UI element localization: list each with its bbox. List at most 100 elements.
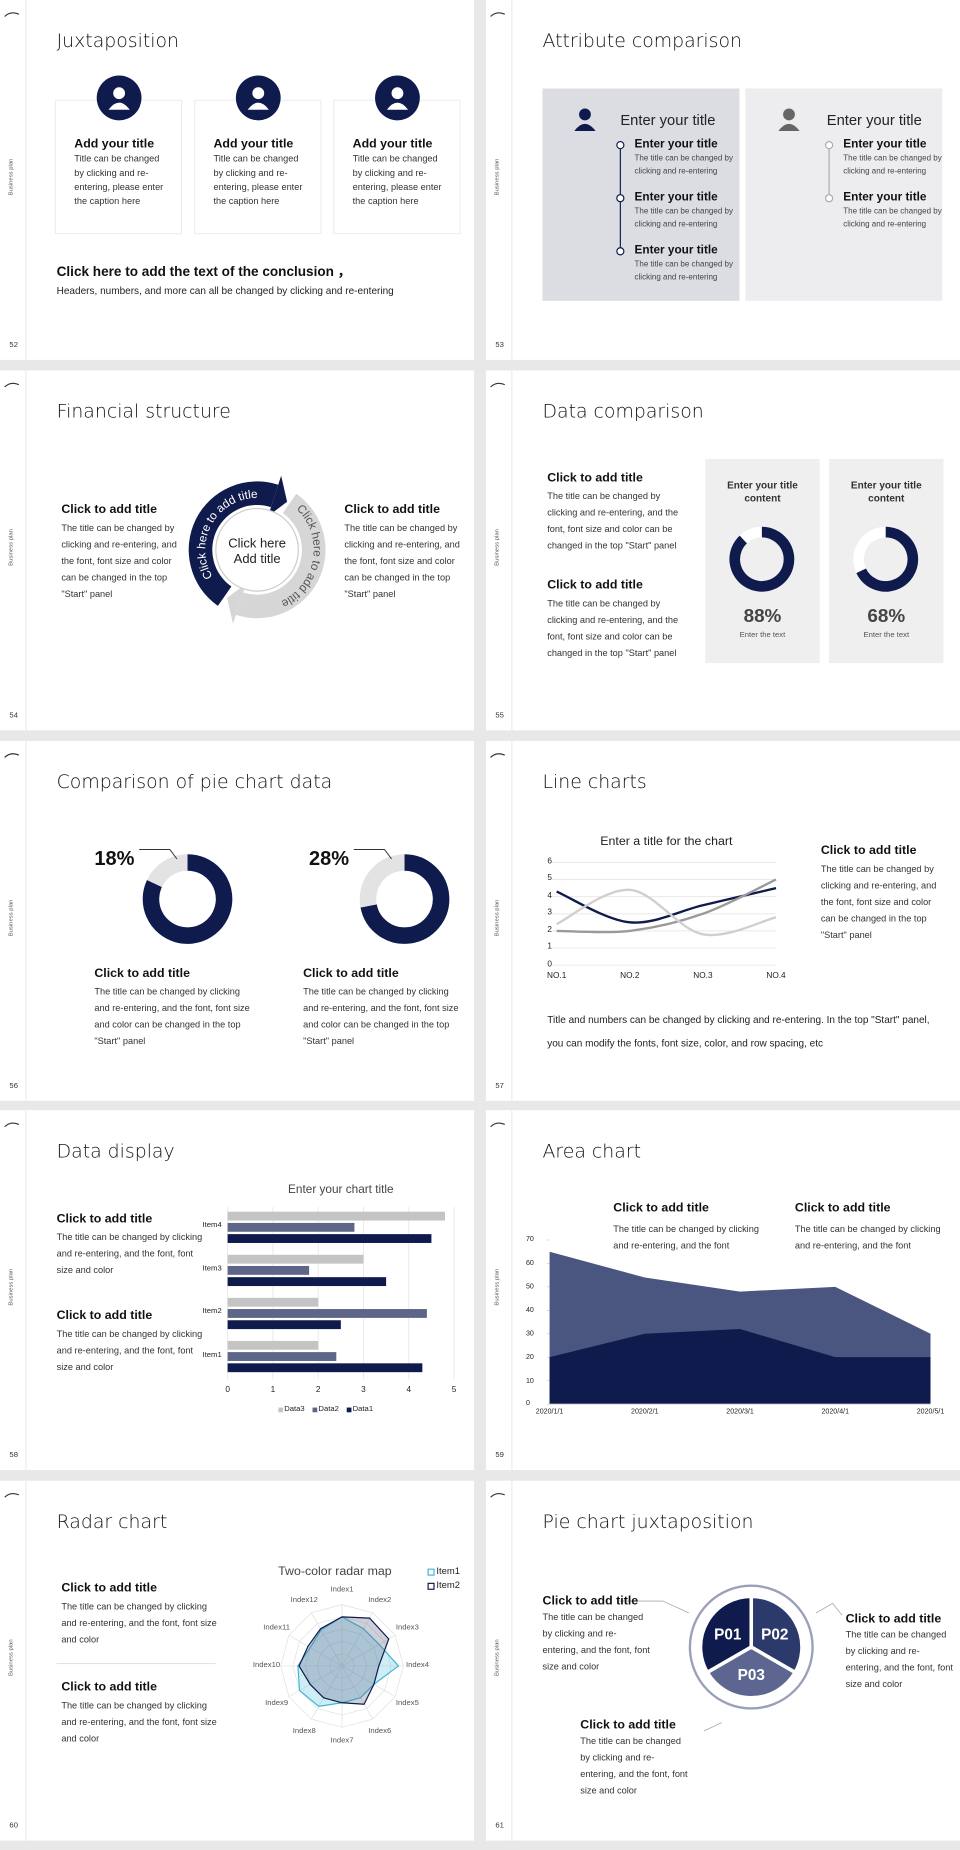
timeline-dot xyxy=(824,140,834,150)
block-text: The title can be changed by clicking and… xyxy=(547,490,679,551)
block-title: Click to add title xyxy=(794,1201,891,1216)
corner-mark xyxy=(4,752,20,758)
bar xyxy=(227,1234,432,1244)
side-label: Business plan xyxy=(493,528,501,566)
y-tick-label: Item3 xyxy=(202,1264,222,1273)
card xyxy=(194,99,322,235)
radar-spoke xyxy=(288,1635,343,1667)
slide: Business plan 52 Juxtaposition Add your tit… xyxy=(0,0,475,360)
block-text: The title can be changed by clicking and… xyxy=(303,985,459,1047)
slide-graphics xyxy=(4,1110,455,1471)
arc-light xyxy=(235,493,326,619)
page-number: 58 xyxy=(9,1451,18,1460)
x-tick-label: 5 xyxy=(451,1386,457,1396)
axis-label: Index3 xyxy=(395,1623,419,1632)
slide-graphics: P01 P02 P03 xyxy=(490,1480,843,1841)
icon-head xyxy=(391,87,404,100)
y-tick-label: 20 xyxy=(525,1354,534,1362)
slide-title: Radar chart xyxy=(56,1510,168,1533)
card xyxy=(829,458,944,663)
icon-head xyxy=(579,108,591,121)
y-tick-label: Item4 xyxy=(202,1221,222,1230)
connector xyxy=(815,1603,843,1616)
donut-rest xyxy=(739,526,763,544)
chart-title: Two-color radar map xyxy=(278,1564,392,1579)
y-tick-label: 5 xyxy=(547,874,552,883)
item-title: Enter your title xyxy=(634,191,718,205)
radar-spoke xyxy=(341,1635,396,1667)
x-tick-label: 2020/2/1 xyxy=(631,1409,659,1417)
panel-heading: Enter your title xyxy=(826,112,922,129)
x-tick-label: 2 xyxy=(315,1386,321,1396)
pie-label: 18% xyxy=(94,846,135,870)
x-tick-label: 0 xyxy=(225,1386,230,1396)
slide-graphics xyxy=(4,740,450,1101)
corner-mark xyxy=(4,12,20,17)
item-text: The title can be changed by clicking and… xyxy=(634,260,733,282)
block-title: Click to add title xyxy=(94,965,190,980)
card-title: Add your title xyxy=(74,136,155,152)
axis-label: Index6 xyxy=(368,1726,392,1736)
card-text: Title can be changed by clicking and re-… xyxy=(352,153,442,207)
slide-title: Area chart xyxy=(542,1140,641,1163)
legend-label: Data1 xyxy=(352,1405,374,1414)
block-title: Click to add title xyxy=(61,502,157,517)
arrow-light xyxy=(227,583,247,624)
corner-mark xyxy=(4,382,20,388)
slide-graphics xyxy=(490,0,943,360)
x-tick-label: 1 xyxy=(270,1386,276,1396)
slide: Business plan 57 Line charts Enter a title … xyxy=(485,740,960,1101)
block-title: Click to add title xyxy=(56,1212,153,1227)
timeline-dot xyxy=(616,140,625,150)
radar-spoke xyxy=(341,1665,373,1720)
axis-label: Index12 xyxy=(290,1596,318,1605)
block-text: The title can be changed by clicking and… xyxy=(94,985,250,1047)
block-text: The title can be changed by clicking and… xyxy=(61,1601,217,1645)
slide-graphics xyxy=(4,1480,435,1841)
card-caption: Enter the text xyxy=(739,630,786,640)
y-tick-label: 0 xyxy=(547,959,552,969)
pie-value xyxy=(359,853,406,907)
axis-label: Index1 xyxy=(330,1585,354,1595)
timeline-dot xyxy=(824,194,834,203)
axis-label: Index4 xyxy=(405,1661,430,1670)
block-title: Click to add title xyxy=(303,965,399,980)
block-text: The title can be changed by clicking and… xyxy=(344,522,460,600)
slide-title: Pie chart juxtaposition xyxy=(542,1510,754,1533)
block-text: The title can be changed by clicking and… xyxy=(56,1232,203,1276)
timeline-dot xyxy=(616,247,625,256)
block-title: Click to add title xyxy=(542,1594,639,1609)
block-text: The title can be changed by clicking and… xyxy=(61,1700,217,1745)
block-title: Click to add title xyxy=(547,577,643,593)
y-tick-label: 4 xyxy=(547,891,552,900)
slide-graphics xyxy=(490,1110,931,1471)
x-tick-label: 3 xyxy=(361,1386,366,1396)
item-title: Enter your title xyxy=(843,191,927,205)
donut-rest xyxy=(853,526,887,573)
pie-rest xyxy=(142,853,233,944)
slide-graphics xyxy=(490,370,944,731)
block-text: The title can be changed by clicking and… xyxy=(794,1223,941,1252)
side-label: Business plan xyxy=(493,158,501,196)
pie-segment xyxy=(704,1645,798,1700)
area-series xyxy=(549,1329,931,1405)
x-tick-label: 2020/1/1 xyxy=(535,1409,564,1417)
bar xyxy=(227,1266,310,1276)
side-label: Business plan xyxy=(7,158,15,196)
arc-dark xyxy=(188,481,279,606)
bar xyxy=(227,1352,337,1362)
x-tick-label: NO.4 xyxy=(766,971,786,980)
block-title: Click to add title xyxy=(580,1718,676,1733)
x-tick-label: 2020/4/1 xyxy=(821,1409,850,1417)
card xyxy=(54,99,183,235)
side-label: Business plan xyxy=(7,1269,15,1307)
legend-swatch xyxy=(346,1408,352,1413)
legend-label: Data3 xyxy=(284,1405,305,1414)
radar-spoke xyxy=(311,1665,343,1720)
block-title: Click to add title xyxy=(344,502,441,517)
icon-body xyxy=(778,123,800,131)
item-text: The title can be changed by clicking and… xyxy=(634,207,733,229)
y-tick-label: 6 xyxy=(547,857,552,866)
